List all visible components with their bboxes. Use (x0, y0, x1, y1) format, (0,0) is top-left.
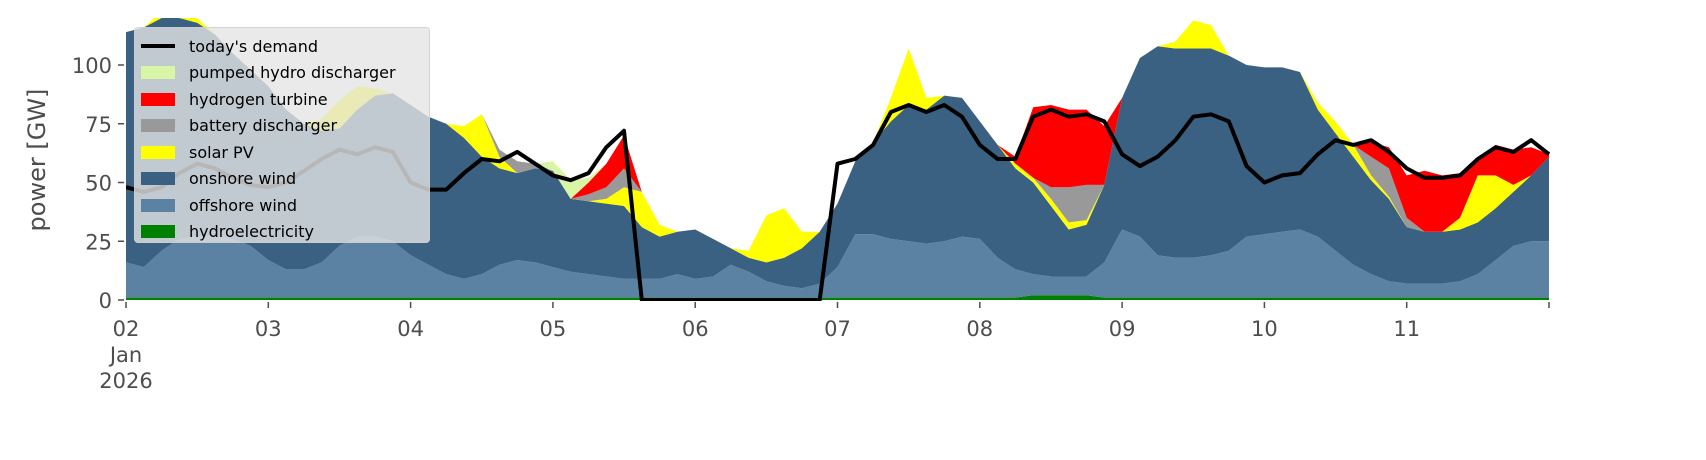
x-tick-label: 10 (1251, 317, 1278, 341)
x-tick-label: 07 (824, 317, 851, 341)
legend-item: hydrogen turbine (141, 86, 429, 113)
y-tick-label: 25 (85, 230, 112, 254)
area-hydroelectricity (126, 295, 1549, 300)
legend-label: offshore wind (189, 195, 298, 215)
y-tick-label: 75 (85, 113, 112, 137)
x-tick-label: 03 (255, 317, 282, 341)
y-axis: 0 25 50 75 100 (72, 54, 124, 313)
legend-item: battery discharger (141, 113, 429, 140)
legend: today's demand pumped hydro discharger hyd… (134, 27, 430, 243)
stacked-areas (126, 18, 1549, 300)
area-offshore-wind (126, 229, 1549, 298)
legend-item: pumped hydro discharger (141, 60, 429, 87)
x-tick-label: 02 Jan 2026 (99, 317, 152, 393)
x-tick-label: 05 (540, 317, 567, 341)
y-tick-label: 100 (72, 54, 112, 78)
legend-label: pumped hydro discharger (189, 63, 396, 83)
x-axis: 02 Jan 2026 03 04 05 06 07 08 09 10 11 (99, 302, 1550, 393)
x-tick-label: 04 (397, 317, 424, 341)
legend-color-swatch (141, 145, 175, 159)
x-tick-label: 08 (966, 317, 993, 341)
legend-item: offshore wind (141, 192, 429, 219)
x-tick-label: 09 (1109, 317, 1136, 341)
legend-color-swatch (141, 198, 175, 212)
legend-label: hydrogen turbine (189, 89, 328, 109)
area-onshore-wind (126, 18, 1549, 289)
legend-item: today's demand (141, 33, 429, 60)
legend-item: hydroelectricity (141, 219, 429, 246)
legend-item: solar PV (141, 139, 429, 166)
legend-label: hydroelectricity (189, 222, 314, 242)
legend-color-swatch (141, 172, 175, 186)
y-axis-label: power [GW] (23, 89, 51, 232)
legend-color-swatch (141, 119, 175, 133)
legend-label: battery discharger (189, 116, 338, 136)
y-tick-label: 0 (99, 289, 112, 313)
legend-label: onshore wind (189, 169, 297, 189)
legend-label: today's demand (189, 36, 318, 56)
legend-color-swatch (141, 225, 175, 239)
legend-label: solar PV (189, 142, 254, 162)
legend-color-swatch (141, 92, 175, 106)
legend-line-swatch (141, 44, 175, 49)
x-tick-label: 11 (1393, 317, 1420, 341)
legend-item: onshore wind (141, 166, 429, 193)
legend-color-swatch (141, 66, 175, 80)
y-tick-label: 50 (85, 172, 112, 196)
x-tick-label: 06 (682, 317, 709, 341)
